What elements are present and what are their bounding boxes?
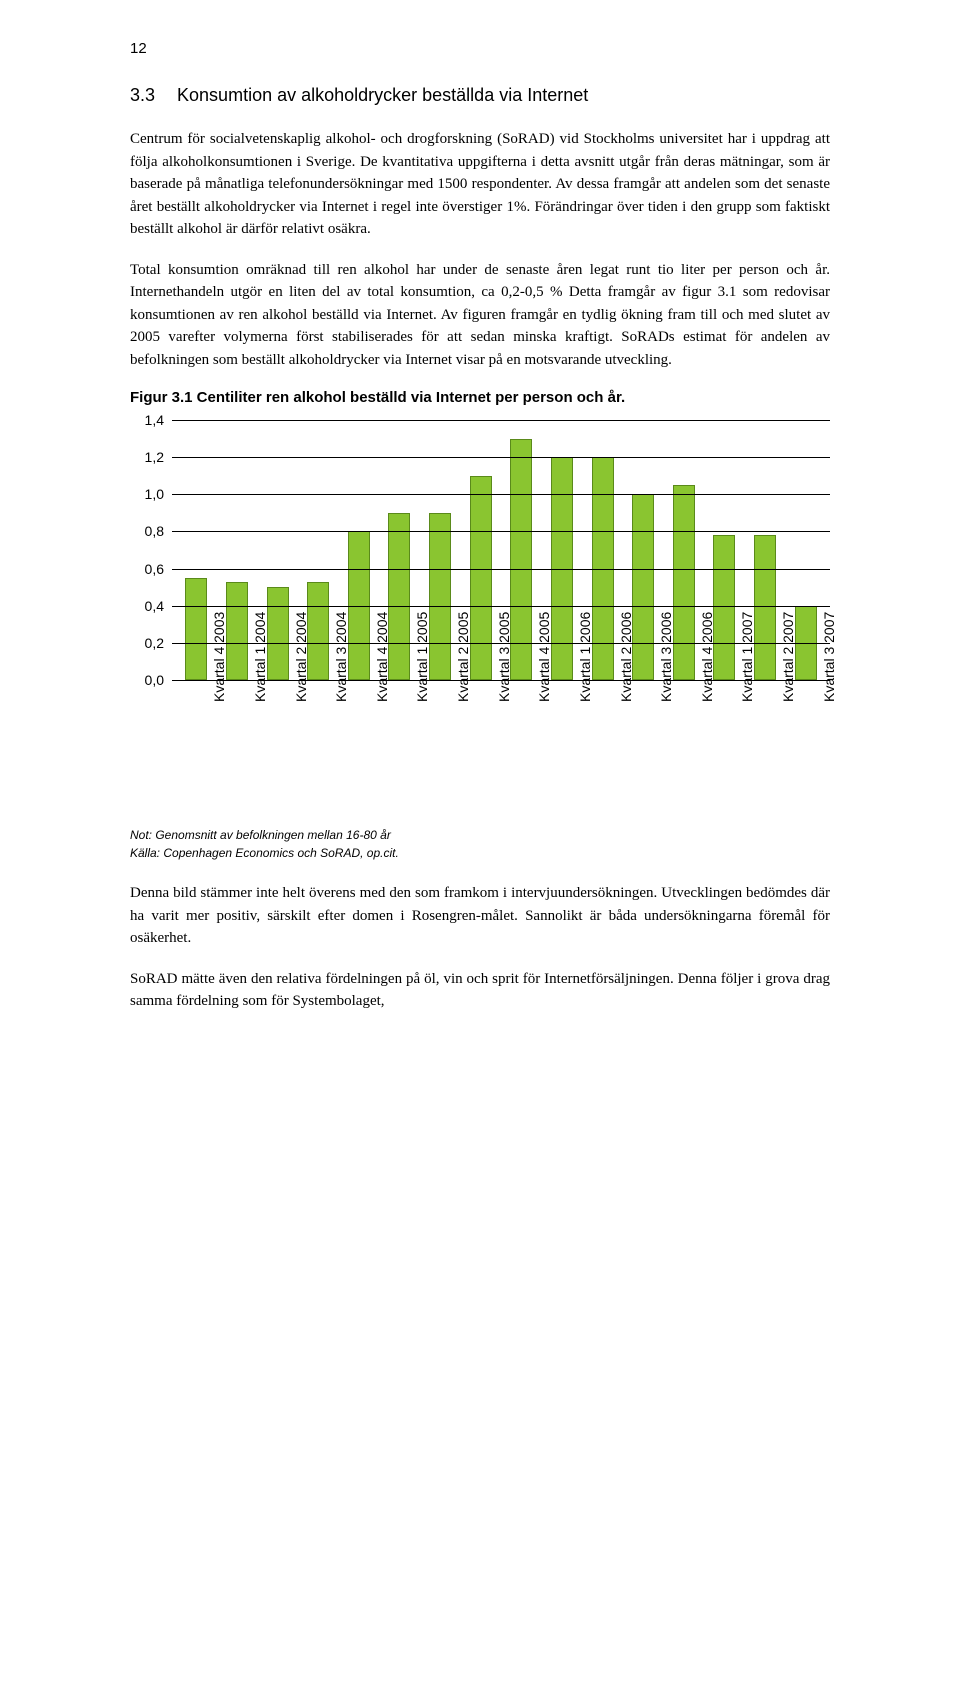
section-number: 3.3 (130, 85, 155, 106)
chart-y-tick-label: 1,0 (145, 486, 164, 502)
chart-gridline (172, 457, 830, 458)
chart-bar (429, 513, 451, 680)
chart-y-tick-label: 0,4 (145, 598, 164, 614)
chart-gridline (172, 420, 830, 421)
chart-y-tick-label: 1,2 (145, 449, 164, 465)
chart-bar (673, 485, 695, 680)
chart-gridline (172, 494, 830, 495)
chart-bar (388, 513, 410, 680)
figure-title: Figur 3.1 Centiliter ren alkohol beställ… (130, 389, 830, 406)
figure-note: Not: Genomsnitt av befolkningen mellan 1… (130, 828, 830, 842)
chart-y-tick-label: 1,4 (145, 412, 164, 428)
chart-bar (754, 535, 776, 680)
paragraph-4: SoRAD mätte även den relativa fördelning… (130, 968, 830, 1013)
figure-source: Källa: Copenhagen Economics och SoRAD, o… (130, 846, 830, 860)
chart-y-tick-label: 0,6 (145, 561, 164, 577)
chart-y-tick-label: 0,0 (145, 672, 164, 688)
chart-gridline (172, 606, 830, 607)
chart-bar (632, 494, 654, 680)
paragraph-1: Centrum för socialvetenskaplig alkohol- … (130, 128, 830, 241)
section-title: Konsumtion av alkoholdrycker beställda v… (177, 85, 588, 105)
section-heading: 3.3 Konsumtion av alkoholdrycker beställd… (130, 85, 830, 106)
chart-x-tick-label: Kvartal 3 2007 (815, 680, 945, 702)
chart-gridline (172, 569, 830, 570)
chart-bar (185, 578, 207, 680)
chart-bar (307, 582, 329, 680)
chart-bar (267, 587, 289, 680)
bar-chart: 0,00,20,40,60,81,01,21,4 Kvartal 4 2003K… (130, 420, 830, 810)
chart-bar (226, 582, 248, 680)
chart-bar (470, 476, 492, 680)
chart-y-tick-label: 0,2 (145, 635, 164, 651)
paragraph-3: Denna bild stämmer inte helt överens med… (130, 882, 830, 950)
page-number: 12 (130, 40, 830, 57)
chart-bar (713, 535, 735, 680)
chart-y-tick-label: 0,8 (145, 523, 164, 539)
paragraph-2: Total konsumtion omräknad till ren alkoh… (130, 259, 830, 372)
chart-x-labels: Kvartal 4 2003Kvartal 1 2004Kvartal 2 20… (172, 680, 830, 810)
chart-gridline (172, 531, 830, 532)
